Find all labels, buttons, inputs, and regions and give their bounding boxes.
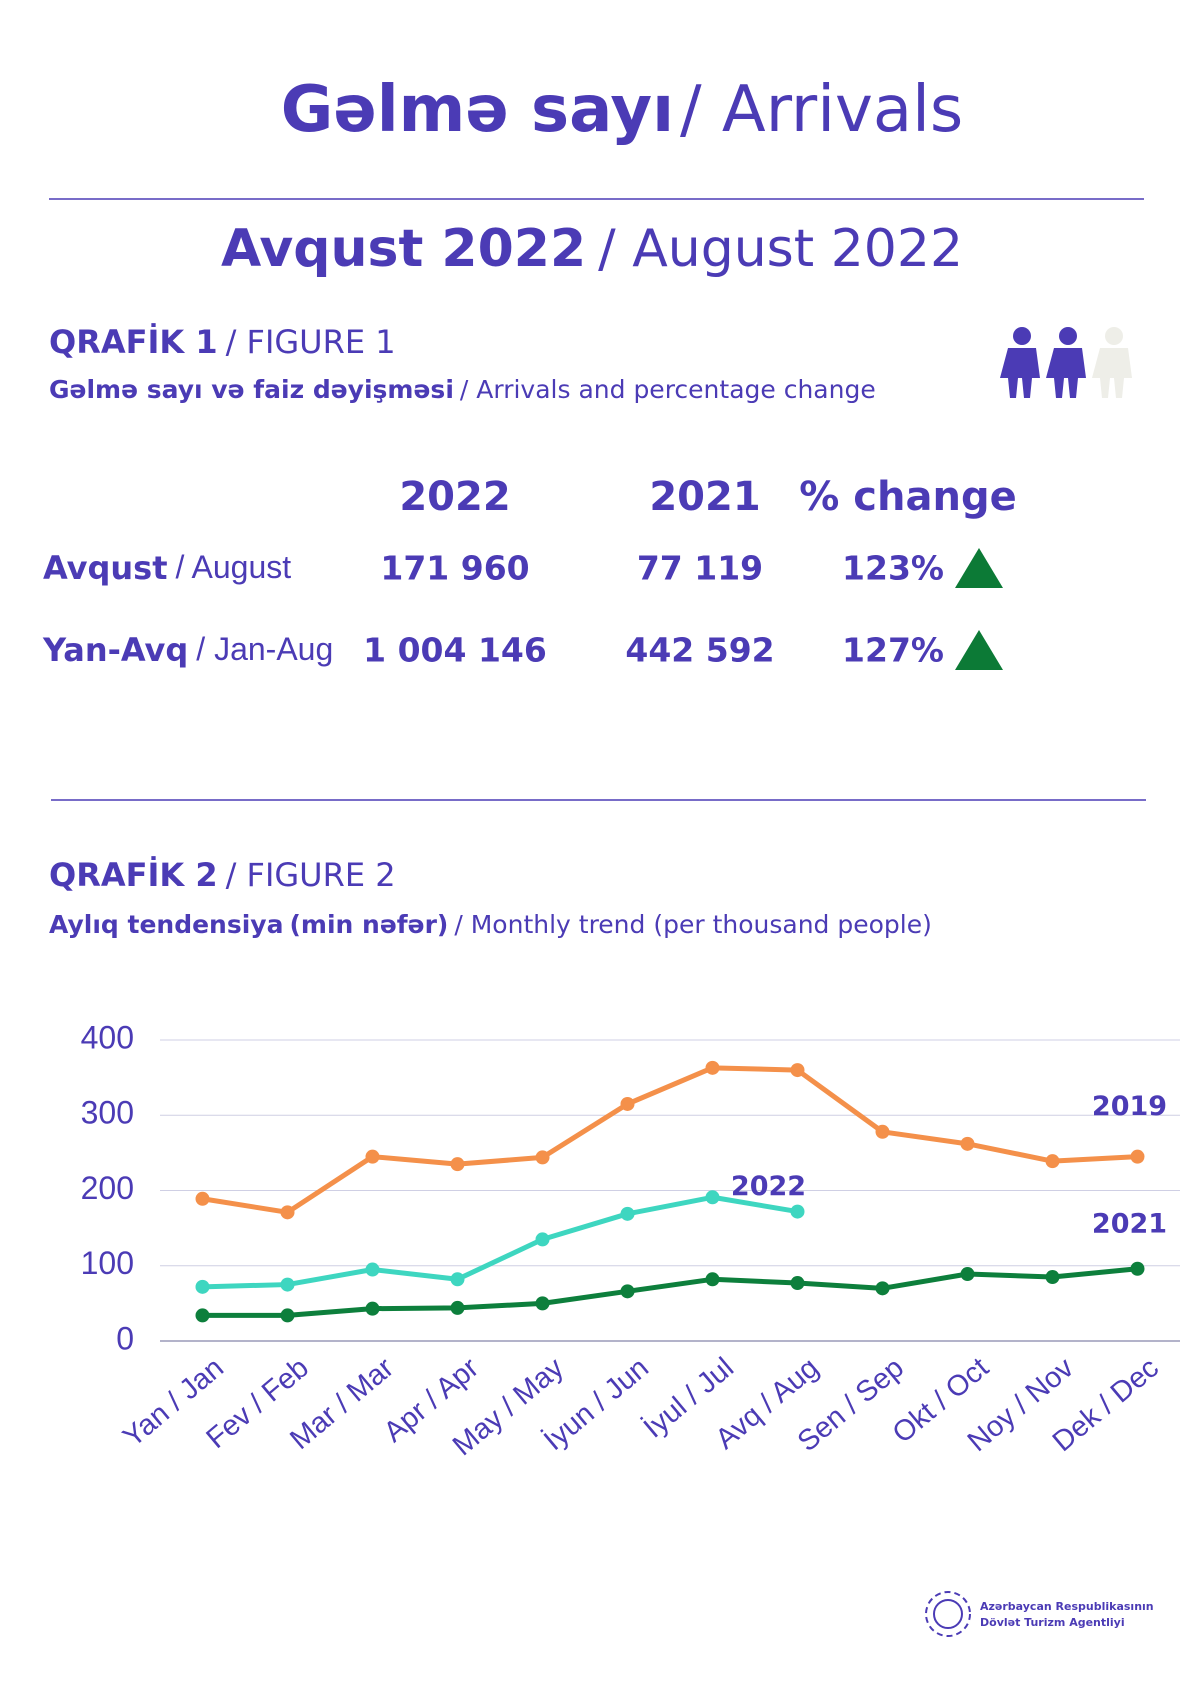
data-point	[365, 1301, 380, 1316]
data-point	[790, 1204, 805, 1219]
data-point	[1130, 1149, 1145, 1164]
label-light: / FIGURE 2	[226, 856, 396, 894]
data-point	[705, 1060, 720, 1075]
data-point	[960, 1136, 975, 1151]
data-point	[365, 1262, 380, 1277]
table-cell: 123%	[842, 549, 944, 588]
figure1-caption: Gəlmə sayı və faiz dəyişməsi / Arrivals a…	[49, 375, 876, 404]
title-light: / Arrivals	[680, 73, 963, 147]
data-point	[705, 1272, 720, 1287]
subtitle-bold: Avqust 2022	[221, 219, 586, 279]
column-header: 2022	[399, 474, 510, 520]
table-cell: 442 592	[625, 631, 774, 670]
figure2-label: QRAFİK 2/ FIGURE 2	[49, 856, 396, 894]
series-line	[202, 1266, 1138, 1318]
data-point	[875, 1281, 890, 1296]
page-title: Gəlmə sayı/ Arrivals	[281, 73, 963, 147]
table-cell: 127%	[842, 631, 944, 670]
label-bold: QRAFİK 1	[49, 323, 218, 361]
y-tick-label: 300	[81, 1095, 134, 1131]
series-label: 2019	[1092, 1091, 1167, 1122]
row-label: Yan-Avq / Jan-Aug	[42, 631, 333, 669]
column-header: 2021	[649, 474, 760, 520]
series-line	[202, 1065, 1138, 1215]
label-bold: QRAFİK 2	[49, 856, 218, 894]
row-label-light: / August	[176, 549, 292, 585]
data-point	[195, 1279, 210, 1294]
up-arrow	[955, 630, 1003, 670]
data-point	[280, 1308, 295, 1323]
data-point	[620, 1096, 635, 1111]
row-label: Avqust / August	[43, 549, 291, 587]
caption-light: / Arrivals and percentage change	[460, 375, 876, 404]
table-cell: 77 119	[637, 549, 763, 588]
label-light: / FIGURE 1	[226, 323, 396, 361]
row-label-bold: Avqust	[43, 549, 168, 587]
row-label-bold: Yan-Avq	[42, 631, 188, 669]
logo: Azərbaycan Respublikasının Dövlət Turizm…	[925, 1591, 1154, 1637]
series-line	[202, 1194, 798, 1290]
data-point	[280, 1205, 295, 1220]
data-point	[705, 1190, 720, 1205]
caption-bold: Gəlmə sayı və faiz dəyişməsi	[49, 375, 454, 404]
y-tick-label: 400	[81, 1019, 134, 1055]
page-subtitle: Avqust 2022/ August 2022	[221, 219, 963, 279]
series-label: 2022	[731, 1171, 806, 1202]
table-cell: 171 960	[380, 549, 529, 588]
org-name: Azərbaycan Respublikasının	[980, 1600, 1154, 1613]
data-point	[280, 1277, 295, 1292]
data-point	[195, 1308, 210, 1323]
data-point	[535, 1296, 550, 1311]
data-point	[535, 1232, 550, 1247]
data-point	[1130, 1261, 1145, 1276]
data-point	[450, 1272, 465, 1287]
data-point	[535, 1150, 550, 1165]
subtitle-light: / August 2022	[598, 219, 963, 279]
data-point	[790, 1063, 805, 1078]
table: 2022 2021 % change Avqust / August 171 960 77 …	[42, 474, 1017, 670]
data-point	[365, 1149, 380, 1164]
data-point	[620, 1206, 635, 1221]
title-bold: Gəlmə sayı	[281, 73, 674, 147]
data-point	[960, 1267, 975, 1282]
series-label: 2021	[1092, 1208, 1167, 1239]
y-tick-label: 200	[81, 1170, 134, 1206]
y-tick-label: 0	[116, 1320, 134, 1356]
figure1-label: QRAFİK 1/ FIGURE 1	[49, 323, 396, 361]
org-name: Dövlət Turizm Agentliyi	[980, 1616, 1125, 1629]
data-point	[1045, 1270, 1060, 1285]
up-arrow	[955, 548, 1003, 588]
data-point	[195, 1191, 210, 1206]
caption-light: / Monthly trend (per thousand people)	[454, 910, 932, 939]
caption-mid: (min nəfər)	[289, 910, 448, 939]
column-header: % change	[799, 474, 1016, 520]
people-icon	[1000, 327, 1132, 398]
row-label-light: / Jan-Aug	[196, 631, 333, 667]
data-point	[790, 1276, 805, 1291]
table-cell: 1 004 146	[363, 631, 547, 670]
caption-bold: Aylıq tendensiya	[49, 910, 283, 939]
data-point	[620, 1284, 635, 1299]
y-tick-label: 100	[81, 1245, 134, 1281]
data-point	[450, 1157, 465, 1172]
data-point	[450, 1300, 465, 1315]
data-point	[1045, 1154, 1060, 1169]
figure2-caption: Aylıq tendensiya (min nəfər) / Monthly tre…	[49, 910, 932, 939]
data-point	[875, 1124, 890, 1139]
